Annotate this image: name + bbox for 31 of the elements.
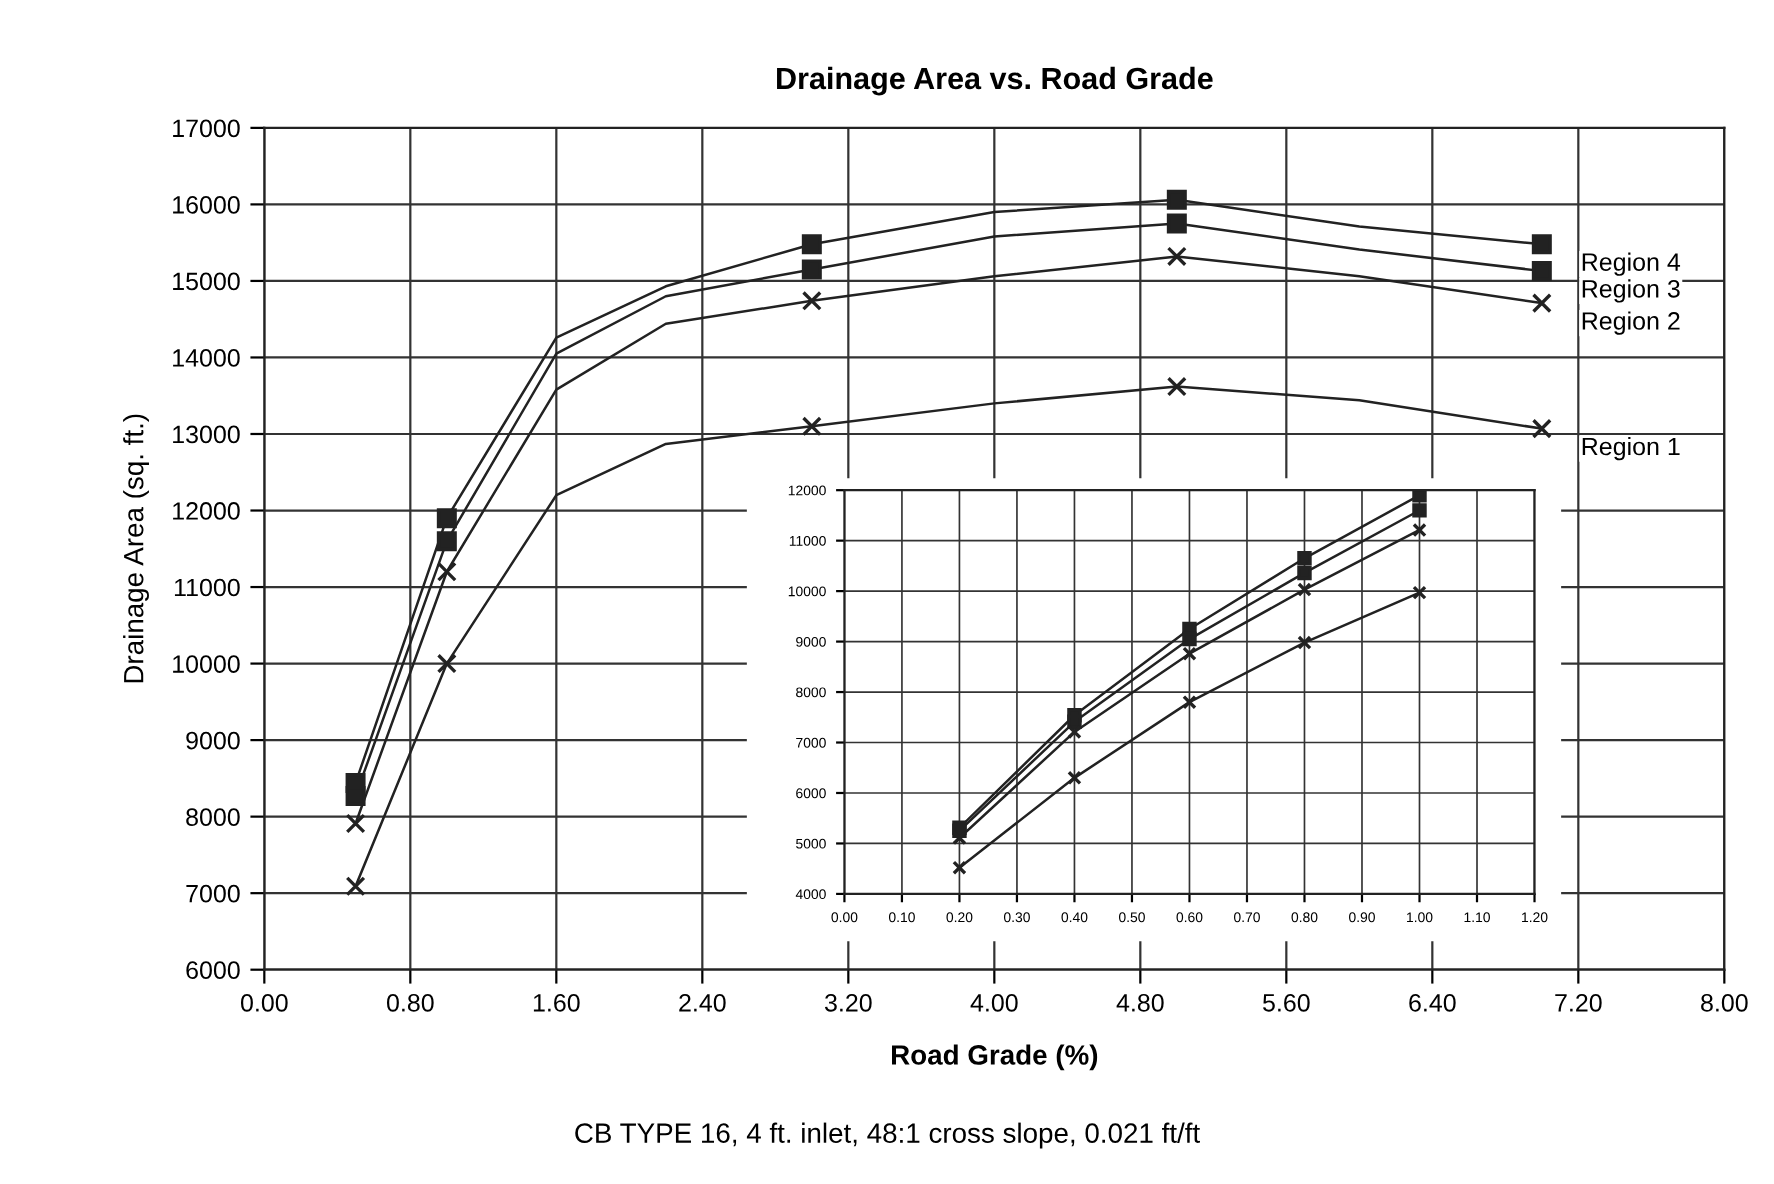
y-tick-label: 8000: [186, 808, 240, 826]
x-tick-label: 8.00: [1701, 993, 1748, 1012]
y-tick-label: 15000: [173, 272, 240, 291]
x-tick-label: 1.60: [533, 993, 580, 1012]
x-tick-label: 6.40: [1409, 993, 1456, 1012]
x-tick-label: 0.00: [240, 993, 288, 1012]
y-tick-label: 6000: [186, 961, 240, 979]
series-label: Region 3: [1582, 279, 1680, 303]
x-tick-label: 0.80: [386, 993, 434, 1012]
y-tick-label: 9000: [186, 731, 240, 750]
x-tick-label: 2.40: [679, 993, 726, 1012]
y-tick-label: 7000: [186, 884, 240, 903]
series-label: Region 1: [1582, 436, 1680, 461]
x-tick-label: 3.20: [824, 993, 872, 1012]
chart-title: Drainage Area vs. Road Grade: [777, 66, 1213, 96]
y-tick-label: 11000: [174, 578, 240, 597]
x-tick-label: 5.60: [1263, 993, 1310, 1012]
text: CB TYPE 16, 4 ft. inlet, 48:1 cross slope, 0.021 ft/ft: [575, 1122, 1200, 1149]
y-tick-label: 16000: [173, 196, 240, 214]
y-tick-label: 17000: [173, 119, 240, 138]
x-axis-title: Road Grade (%): [892, 1044, 1098, 1071]
y-tick-label: 14000: [173, 349, 240, 367]
x-tick-label: 4.80: [1116, 993, 1164, 1012]
x-tick-label: 4.00: [970, 993, 1018, 1012]
series-label: Region 2: [1582, 311, 1680, 335]
series-label: Region 4: [1582, 252, 1681, 276]
y-tick-label: 13000: [173, 425, 240, 444]
y-axis-title: Drainage Area (sq. ft.): [123, 414, 149, 683]
x-tick-label: 7.20: [1555, 993, 1602, 1012]
y-tick-label: 10000: [173, 655, 240, 673]
y-tick-label: 12000: [173, 502, 240, 520]
